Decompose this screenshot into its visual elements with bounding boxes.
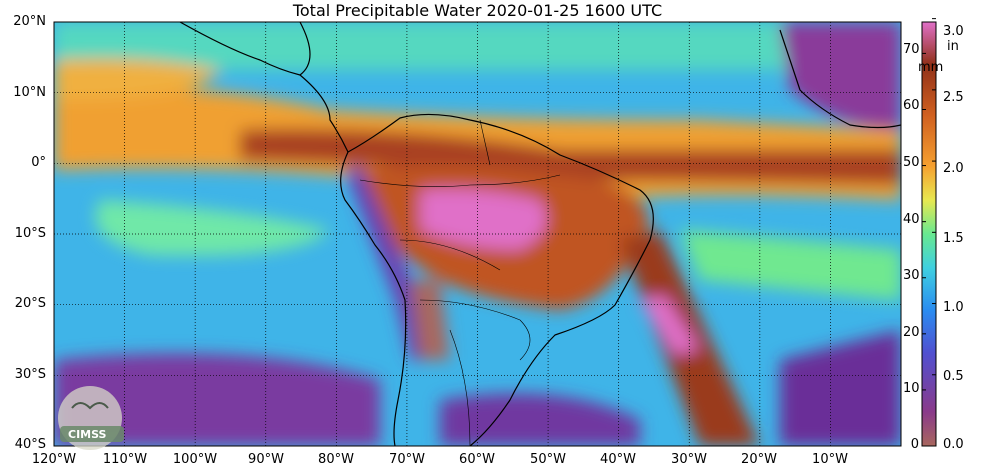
lon-label: 50°W <box>530 452 566 467</box>
coastlines <box>179 22 901 446</box>
colorbar-in-tick: 1.5 <box>943 231 964 246</box>
colorbar-unit-in: in <box>947 39 959 54</box>
colorbar-mm-tick: 40 <box>903 212 920 227</box>
lat-label: 20°S <box>14 296 46 311</box>
lat-label: 10°S <box>14 226 46 241</box>
lon-label: 10°W <box>812 452 848 467</box>
lon-label: 30°W <box>671 452 707 467</box>
lon-label: 60°W <box>459 452 495 467</box>
lon-label: 80°W <box>318 452 354 467</box>
map-frame <box>53 21 902 447</box>
lon-label: 40°W <box>600 452 636 467</box>
map-title: Total Precipitable Water 2020-01-25 1600… <box>292 1 663 20</box>
colorbar-in-tick: 1.0 <box>943 300 964 315</box>
cimss-logo-text: CIMSS <box>68 428 107 441</box>
colorbar-mm-tick: 30 <box>903 268 920 283</box>
colorbar-mm-tick: 0 <box>910 437 919 452</box>
colorbar-in-tick: 0.5 <box>943 369 964 384</box>
colorbar-mm-tick: 70 <box>903 42 920 57</box>
colorbar-in-tick: 0.0 <box>943 437 964 452</box>
lon-label: 120°W <box>31 452 77 467</box>
colorbar-mm-tick: 10 <box>903 381 920 396</box>
colorbar-mm-tick: 60 <box>903 98 920 113</box>
lon-label: 70°W <box>389 452 425 467</box>
colorbar-unit-mm: mm <box>918 60 944 75</box>
colorbar-mm-tick: 50 <box>903 155 920 170</box>
lon-label: 90°W <box>248 452 284 467</box>
colorbar <box>921 21 937 447</box>
lat-label: 10°N <box>13 85 46 100</box>
lat-label: 20°N <box>13 14 46 29</box>
lon-label: 20°W <box>741 452 777 467</box>
colorbar-ticks <box>922 18 936 447</box>
graticule <box>54 22 901 446</box>
lon-label: 110°W <box>102 452 148 467</box>
lon-label: 100°W <box>172 452 218 467</box>
lat-label: 40°S <box>14 437 46 452</box>
lat-label: 0° <box>31 155 46 170</box>
colorbar-in-tick: 2.0 <box>943 161 964 176</box>
lat-label: 30°S <box>14 367 46 382</box>
colorbar-in-tick: 2.5 <box>943 90 964 105</box>
colorbar-mm-tick: 20 <box>903 325 920 340</box>
borders <box>359 119 561 446</box>
cimss-logo <box>58 386 124 450</box>
colorbar-in-tick: 3.0 <box>943 24 964 39</box>
